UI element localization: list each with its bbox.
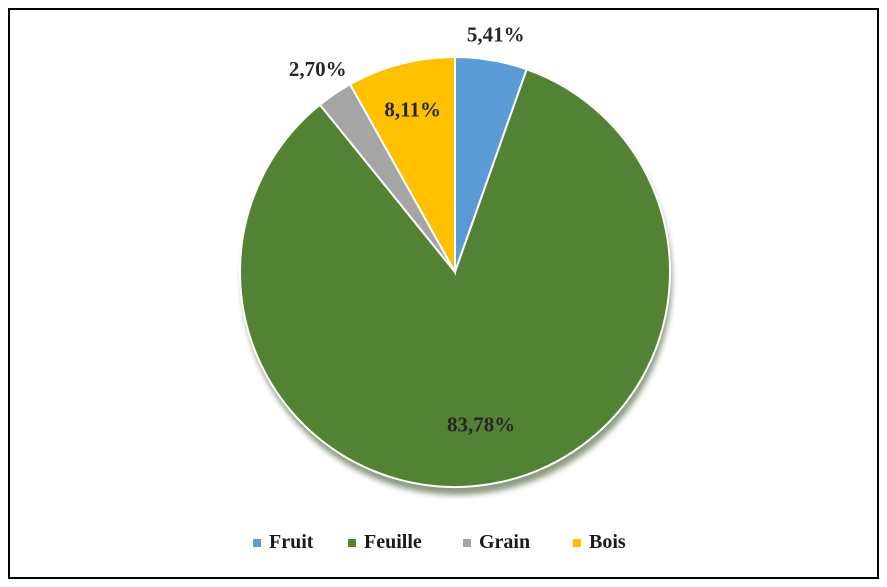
data-label-fruit: 5,41% [467, 23, 525, 47]
legend-swatch-feuille [348, 539, 356, 547]
legend-swatch-grain [463, 539, 471, 547]
legend: Fruit Feuille Grain Bois [253, 531, 626, 553]
legend-label-fruit: Fruit [269, 531, 314, 553]
data-label-bois: 8,11% [384, 98, 441, 122]
legend-label-bois: Bois [589, 531, 626, 553]
legend-label-feuille: Feuille [364, 531, 422, 553]
pie-slice-bois [348, 55, 456, 276]
pie-slices [239, 55, 672, 495]
legend-swatch-fruit [253, 539, 261, 547]
data-label-feuille: 83,78% [447, 413, 515, 437]
pie-slice-feuille [239, 68, 671, 488]
legend-item-grain: Grain [463, 531, 530, 553]
legend-item-bois: Bois [573, 531, 626, 553]
legend-swatch-bois [573, 539, 581, 547]
data-labels: 5,41% 83,78% 2,70% 8,11% [289, 23, 525, 437]
legend-item-feuille: Feuille [348, 531, 422, 553]
legend-label-grain: Grain [479, 531, 530, 553]
legend-item-fruit: Fruit [253, 531, 314, 553]
data-label-grain: 2,70% [289, 57, 347, 81]
